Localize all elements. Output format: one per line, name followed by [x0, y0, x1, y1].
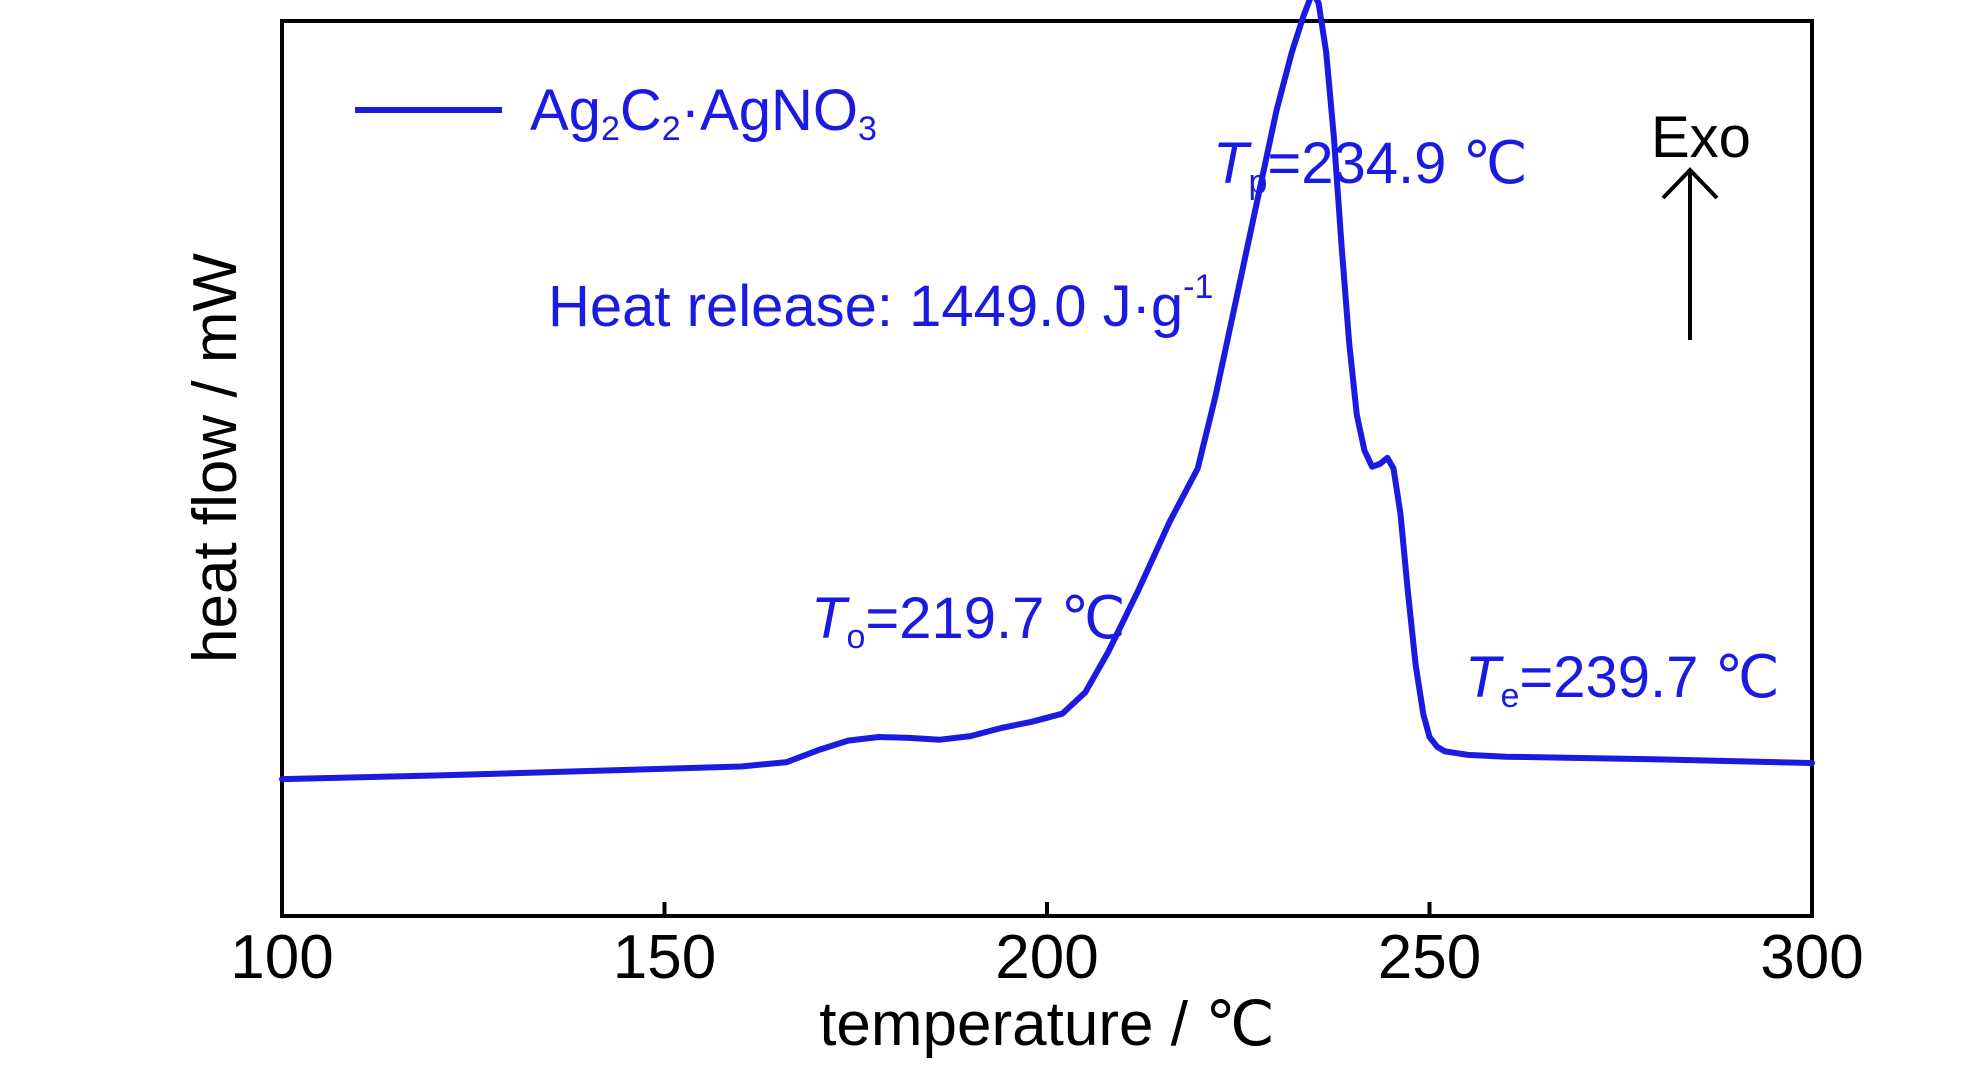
series-line: [279, 0, 1815, 783]
legend-label-sub1: 2: [601, 110, 620, 148]
peak-italic: T: [1213, 131, 1252, 196]
legend-label: Ag2C2·AgNO3: [530, 78, 877, 148]
x-tick-label: 200: [995, 923, 1098, 992]
peak-sub: p: [1248, 163, 1267, 201]
end-temperature-label: Te=239.7 ℃: [1465, 645, 1780, 715]
legend-label-agno: ·AgNO: [681, 78, 858, 143]
onset-sub: o: [846, 618, 865, 656]
end-text: =239.7 ℃: [1519, 645, 1779, 710]
onset-italic: T: [811, 586, 850, 651]
x-tick-label: 100: [230, 923, 333, 992]
legend-label-ag: Ag: [530, 78, 601, 143]
plot-frame: [280, 19, 1814, 918]
peak-temperature-label: Tp=234.9 ℃: [1213, 131, 1528, 201]
legend: Ag2C2·AgNO3: [355, 78, 877, 148]
peak-text: =234.9 ℃: [1267, 131, 1527, 196]
y-axis-title: heat flow / mW: [181, 253, 250, 663]
x-axis-title: temperature / ℃: [819, 990, 1275, 1059]
heat-release-label: Heat release: 1449.0 J·g-1: [548, 268, 1213, 339]
x-tick-label: 250: [1378, 923, 1481, 992]
onset-temperature-label: To=219.7 ℃: [811, 586, 1126, 656]
legend-label-c: C: [620, 78, 662, 143]
end-italic: T: [1465, 645, 1504, 710]
heat-release-text: Heat release: 1449.0 J·g: [548, 274, 1183, 339]
x-axis-ticks: 100 150 200 250 300: [230, 902, 1864, 992]
legend-label-sub3: 3: [858, 110, 877, 148]
end-sub: e: [1500, 677, 1519, 715]
exo-arrow-icon: [1661, 167, 1719, 340]
x-tick-label: 150: [613, 923, 716, 992]
legend-label-sub2: 2: [662, 110, 681, 148]
x-tick-label: 300: [1760, 923, 1863, 992]
onset-text: =219.7 ℃: [865, 586, 1125, 651]
heat-release-sup: -1: [1183, 268, 1213, 306]
exo-label: Exo: [1651, 105, 1751, 170]
